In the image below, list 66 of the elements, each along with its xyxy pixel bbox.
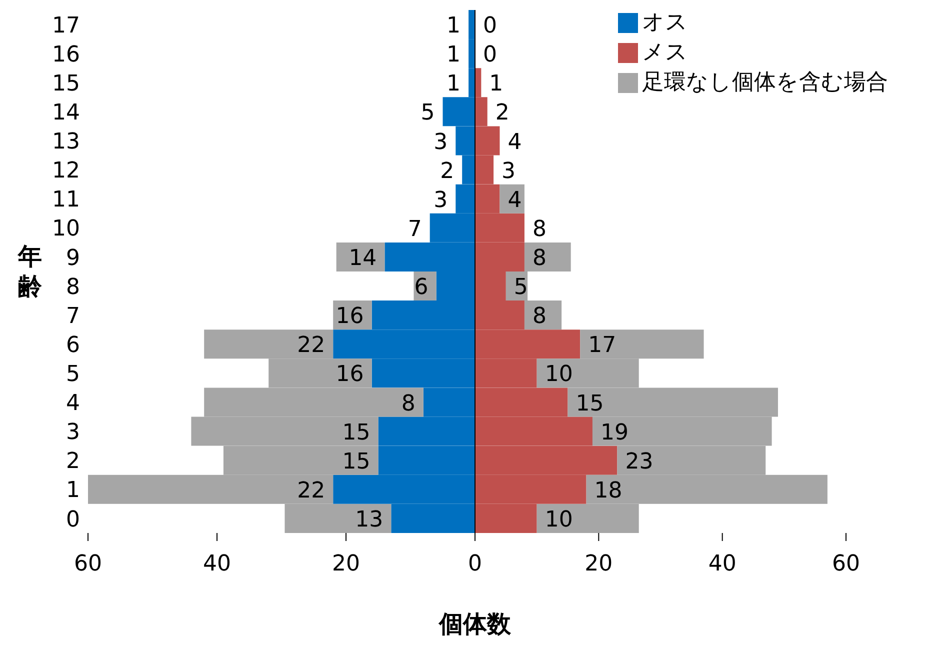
data-label: 4	[508, 130, 522, 155]
data-label: 8	[401, 391, 416, 416]
data-label: 15	[342, 420, 370, 446]
data-label: 18	[594, 478, 622, 504]
data-label: 1	[489, 72, 504, 97]
y-tick-label: 9	[66, 246, 80, 271]
data-label: 16	[336, 362, 364, 388]
data-label: 23	[625, 449, 654, 474]
data-label: 17	[588, 333, 616, 358]
data-label: 2	[495, 100, 510, 126]
data-label: 5	[514, 275, 528, 300]
data-label: 3	[502, 158, 516, 184]
data-label: 5	[420, 100, 435, 126]
y-tick-label: 10	[52, 216, 80, 242]
y-tick-label: 15	[52, 71, 80, 96]
data-label: 0	[483, 14, 497, 39]
data-label: 2	[440, 158, 454, 184]
data-label: 1	[446, 72, 461, 97]
y-tick-label: 0	[66, 507, 80, 532]
y-tick-label: 6	[66, 332, 80, 358]
data-label: 3	[434, 188, 448, 213]
data-label: 8	[532, 246, 546, 271]
data-label: 7	[408, 216, 422, 242]
data-label: 8	[532, 304, 546, 330]
data-label: 0	[483, 42, 497, 68]
data-label: 15	[342, 449, 370, 474]
data-label: 10	[544, 362, 573, 388]
y-axis-title: 年齢	[17, 242, 43, 300]
x-tick-label: 0	[468, 552, 482, 577]
y-tick-label: 7	[66, 304, 80, 329]
text: 足環なし個体を含む場合	[642, 69, 888, 97]
data-label: 1	[446, 42, 461, 68]
x-axis-title: 個体数	[438, 610, 512, 638]
data-label: 14	[348, 246, 377, 271]
data-label: 1	[446, 14, 461, 39]
data-label: 6	[414, 275, 428, 300]
x-tick-label: 20	[332, 552, 360, 577]
x-tick-label: 40	[203, 552, 231, 577]
y-tick-label: 1	[66, 478, 80, 504]
data-label: 10	[544, 507, 573, 532]
data-label: 22	[297, 333, 326, 358]
y-tick-label: 4	[66, 391, 80, 416]
y-tick-label: 2	[66, 449, 80, 474]
y-tick-label: 14	[52, 100, 80, 126]
x-tick-label: 40	[708, 552, 736, 577]
data-label: 16	[336, 304, 364, 330]
y-tick-label: 3	[66, 420, 80, 446]
y-tick-label: 17	[52, 13, 80, 38]
y-tick-label: 8	[66, 274, 80, 300]
y-tick-label: 11	[52, 188, 80, 213]
x-tick-label: 60	[74, 552, 102, 577]
y-tick-label: 16	[52, 42, 80, 68]
x-tick-label: 60	[832, 552, 860, 577]
y-tick-label: 13	[52, 130, 80, 155]
x-tick-label: 20	[584, 552, 613, 577]
legend-label: オス	[642, 9, 688, 37]
legend-label: メス	[642, 39, 688, 67]
data-label: 13	[355, 507, 384, 532]
data-label: 15	[576, 391, 604, 416]
data-label: 22	[297, 478, 326, 504]
data-label: 4	[508, 188, 522, 213]
data-label: 19	[600, 420, 628, 446]
y-tick-label: 5	[66, 362, 80, 388]
y-tick-label: 12	[52, 158, 80, 184]
data-label: 8	[532, 216, 546, 242]
data-label: 3	[434, 130, 448, 155]
